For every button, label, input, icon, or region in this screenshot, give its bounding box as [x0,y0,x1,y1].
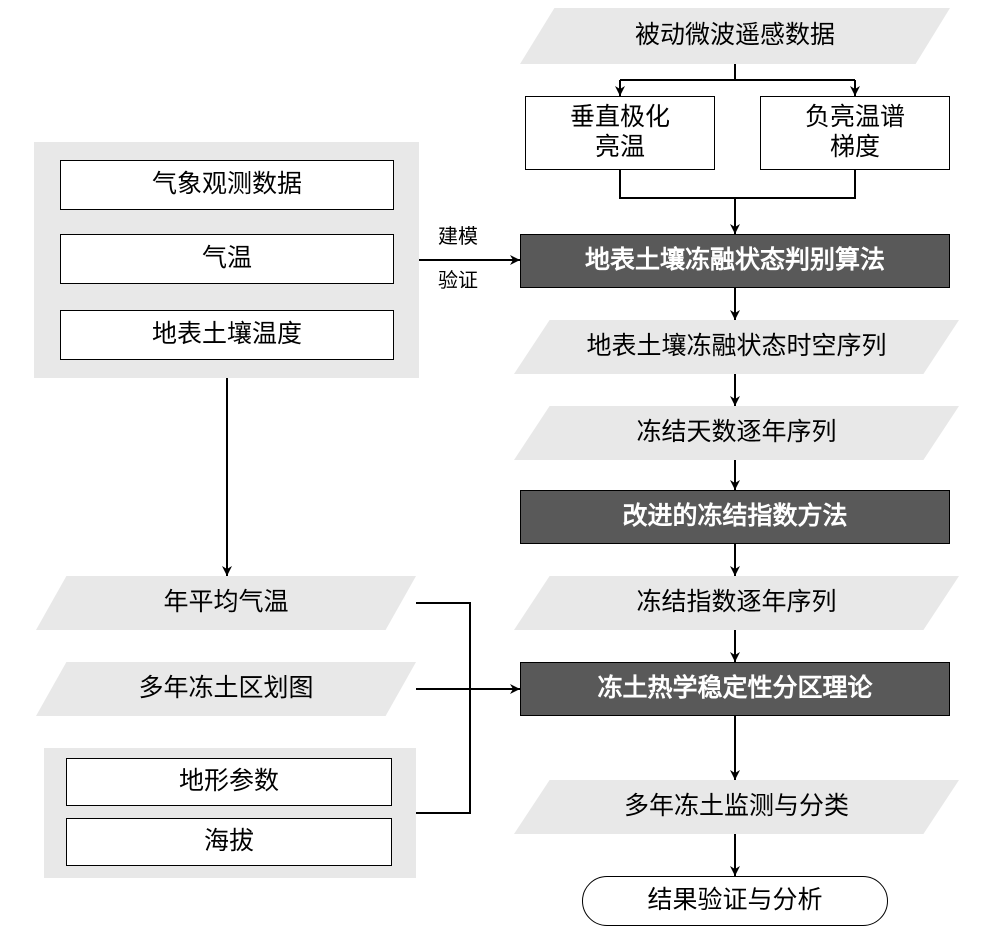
node-result-label: 结果验证与分析 [647,886,822,916]
node-freeze-days-sequence: 冻结天数逐年序列 [514,406,959,460]
node-freeze-index-sequence: 冻结指数逐年序列 [514,576,959,630]
node-airtemp-label: 气温 [202,244,252,274]
anno-model-label: 建模 [438,226,478,248]
node-vpol-label: 垂直极化 亮温 [570,103,670,163]
node-seq1-label: 地表土壤冻融状态时空序列 [586,332,886,362]
node-top-data: 被动微波遥感数据 [520,8,950,64]
node-vertical-polarization: 垂直极化 亮温 [525,96,715,170]
node-algo1-label: 地表土壤冻融状态判别算法 [585,246,885,276]
node-thermal-stability-zoning: 冻土热学稳定性分区理论 [520,662,950,716]
node-seq2-label: 冻结天数逐年序列 [636,418,836,448]
node-soiltemp-label: 地表土壤温度 [152,320,302,350]
node-soil-temperature: 地表土壤温度 [60,310,394,360]
node-freeze-thaw-algorithm: 地表土壤冻融状态判别算法 [520,234,950,288]
node-terrain-params: 地形参数 [66,758,392,806]
node-permafrost-monitoring: 多年冻土监测与分类 [514,780,959,834]
node-algo3-label: 冻土热学稳定性分区理论 [597,674,872,704]
annotation-verification: 验证 [438,264,478,293]
annotation-modeling: 建模 [438,220,478,249]
node-spatiotemporal-sequence: 地表土壤冻融状态时空序列 [514,320,959,374]
node-terrain-label: 地形参数 [179,767,279,797]
node-elevation: 海拔 [66,818,392,866]
node-negative-gradient: 负亮温谱 梯度 [760,96,950,170]
node-seq3-label: 冻结指数逐年序列 [636,588,836,618]
node-annual-temp-label: 年平均气温 [163,588,288,618]
node-meteorological-data: 气象观测数据 [60,160,394,210]
anno-verify-label: 验证 [438,270,478,292]
node-elev-label: 海拔 [204,827,254,857]
node-permafrost-zone-map: 多年冻土区划图 [36,662,416,716]
node-top-data-label: 被动微波遥感数据 [635,21,835,51]
node-ngrad-label: 负亮温谱 梯度 [805,103,905,163]
node-monitor-label: 多年冻土监测与分类 [624,792,849,822]
node-zonemap-label: 多年冻土区划图 [138,674,313,704]
node-air-temperature: 气温 [60,234,394,284]
node-improved-freeze-index: 改进的冻结指数方法 [520,490,950,544]
node-result-validation: 结果验证与分析 [582,876,888,926]
node-meteo-label: 气象观测数据 [152,170,302,200]
node-annual-mean-temp: 年平均气温 [36,576,416,630]
node-algo2-label: 改进的冻结指数方法 [622,502,847,532]
